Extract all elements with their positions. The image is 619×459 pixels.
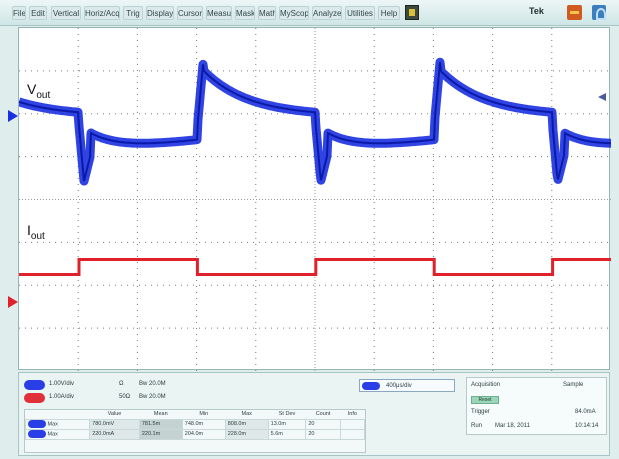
trigger-level: 84.0mA: [575, 409, 596, 415]
acquisition-mode: Sample: [563, 382, 584, 388]
table-row[interactable]: Max 780.0mV 781.5m 748.0m 808.0m 13.0m 2…: [24, 418, 366, 430]
meas-count: 20: [305, 418, 341, 430]
menu-utilities[interactable]: Utilities: [345, 6, 375, 20]
menu-bar: File Edit Vertical Horiz/Acq Trig Displa…: [0, 0, 619, 26]
menu-trig[interactable]: Trig: [123, 6, 143, 20]
meas-type: Max: [47, 431, 58, 438]
meas-stdev: 13.0m: [267, 418, 307, 430]
meas-header-value: Value: [107, 411, 122, 418]
ch1-scale[interactable]: 1.00V/div: [49, 381, 75, 387]
acquisition-panel[interactable]: Acquisition Sample Reset Trigger 84.0mA …: [466, 377, 607, 435]
meas-header-info: Info: [347, 411, 357, 418]
menu-vertical[interactable]: Vertical: [51, 6, 81, 20]
menu-math[interactable]: Math: [258, 6, 276, 20]
meas-label: Max: [24, 418, 91, 430]
meas-min: 204.0m: [181, 428, 226, 440]
ch2-bandwidth: Bw 20.0M: [139, 394, 166, 400]
menu-analyze[interactable]: Analyze: [312, 6, 342, 20]
acq-time: 10:14:14: [575, 423, 599, 429]
trigger-level-marker[interactable]: [598, 93, 606, 101]
iout-label: Iout: [27, 222, 45, 242]
meas-header-max: Max: [241, 411, 252, 418]
meas-label: Max: [24, 428, 91, 440]
meas-type: Max: [47, 421, 58, 428]
meas-mean: 781.5m: [138, 418, 183, 430]
ch2-scale[interactable]: 1.00A/div: [49, 394, 75, 400]
vout-label: Vout: [27, 81, 50, 101]
meas-value: 780.0mV: [89, 418, 140, 430]
vout-label-main: V: [27, 81, 37, 97]
menu-myscope[interactable]: MyScope: [279, 6, 309, 20]
menu-file[interactable]: File: [12, 6, 26, 20]
trigger-label: Trigger: [471, 409, 490, 415]
meas-header-count: Count: [315, 411, 331, 418]
timebase-readout[interactable]: 400μs/div: [359, 379, 455, 392]
ch1-indicator[interactable]: [24, 380, 45, 390]
ch1-coupling: Ω: [119, 381, 124, 387]
brand-logo: Tek: [529, 6, 544, 16]
vout-label-sub: out: [36, 89, 51, 101]
menu-measure[interactable]: Measure: [206, 6, 232, 20]
waveform-plot: [19, 28, 611, 371]
meas-header-stdev: St Dev: [278, 411, 296, 418]
help-icon[interactable]: [592, 5, 606, 20]
menu-edit[interactable]: Edit: [29, 6, 47, 20]
meas-header-blank: [26, 410, 90, 419]
iout-trace: [19, 258, 611, 277]
iout-label-sub: out: [30, 230, 45, 242]
meas-info: [339, 428, 366, 440]
vout-trace-core: [19, 62, 611, 182]
menu-help[interactable]: Help: [378, 6, 400, 20]
meas-info: [339, 418, 366, 430]
menu-display[interactable]: Display: [146, 6, 174, 20]
ch2-coupling: 50Ω: [119, 394, 131, 400]
meas-count: 20: [305, 428, 341, 440]
meas-header-min: Min: [199, 411, 209, 418]
iout-label-main: I: [27, 222, 31, 238]
ch2-tag: [28, 430, 46, 438]
ch2-ground-marker[interactable]: [8, 296, 18, 308]
table-row[interactable]: Max 220.0mA 220.1m 204.0m 228.0m 5.6m 20: [24, 428, 366, 440]
waveform-display[interactable]: Vout Iout: [18, 27, 611, 371]
menu-mask[interactable]: Mask: [235, 6, 255, 20]
timebase-tag: [362, 382, 380, 390]
meas-max: 228.0m: [224, 428, 269, 440]
run-state: Run: [471, 423, 483, 429]
meas-max: 808.0m: [224, 418, 269, 430]
meas-min: 748.0m: [181, 418, 226, 430]
timebase-value: 400μs/div: [386, 383, 412, 389]
readout-panel: 1.00V/div Ω Bw 20.0M 1.00A/div 50Ω Bw 20…: [18, 372, 610, 456]
acq-date: Mar 18, 2011: [495, 423, 530, 429]
run-stop-button[interactable]: [405, 5, 419, 20]
ch1-tag: [28, 420, 46, 428]
ch1-bandwidth: Bw 20.0M: [139, 381, 166, 387]
meas-stdev: 5.6m: [267, 428, 307, 440]
menu-cursors[interactable]: Cursors: [177, 6, 203, 20]
ch2-indicator[interactable]: [24, 393, 45, 403]
meas-header-mean: Mean: [153, 411, 168, 418]
ch1-ground-marker[interactable]: [8, 110, 18, 122]
meas-value: 220.0mA: [89, 428, 140, 440]
meas-mean: 220.1m: [138, 428, 183, 440]
waveform-icon[interactable]: [567, 5, 582, 20]
measurement-table: Value Mean Min Max St Dev Count Info Max…: [24, 409, 366, 453]
acquisition-title: Acquisition: [471, 382, 501, 388]
measurement-header-row: Value Mean Min Max St Dev Count Info: [26, 410, 365, 419]
menu-horiz-acq[interactable]: Horiz/Acq: [84, 6, 120, 20]
reset-button[interactable]: Reset: [471, 396, 499, 404]
